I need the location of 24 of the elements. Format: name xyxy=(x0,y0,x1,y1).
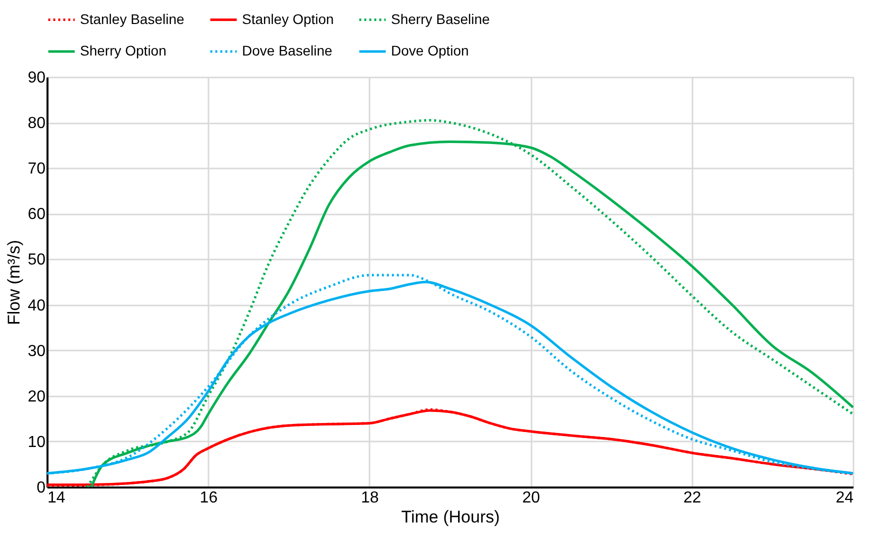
x-tick-label: 16 xyxy=(200,490,218,506)
legend-label: Dove Baseline xyxy=(242,42,332,58)
y-tick-label: 40 xyxy=(28,297,46,314)
y-tick-label: 20 xyxy=(28,388,46,406)
y-tick-label: 70 xyxy=(28,160,46,178)
x-tick-label: 18 xyxy=(361,490,379,506)
y-tick-label: 80 xyxy=(28,115,46,132)
legend-label: Sherry Baseline xyxy=(391,10,490,27)
legend-label: Sherry Option xyxy=(80,42,166,58)
y-tick-label: 50 xyxy=(28,252,46,269)
legend-label: Stanley Baseline xyxy=(80,10,185,27)
x-tick-label: 24 xyxy=(836,490,854,506)
y-axis-title: Flow (m³/s) xyxy=(4,240,24,325)
y-tick-label: 60 xyxy=(28,206,46,224)
y-tick-label: 10 xyxy=(28,434,46,451)
x-axis-title: Time (Hours) xyxy=(401,508,500,526)
y-tick-label: 0 xyxy=(36,480,46,496)
x-tick-label: 22 xyxy=(683,490,702,506)
y-tick-label: 30 xyxy=(28,342,46,360)
y-tick-label: 90 xyxy=(28,70,46,86)
legend-label: Dove Option xyxy=(391,42,469,58)
legend-label: Stanley Option xyxy=(242,10,334,27)
x-tick-label: 14 xyxy=(48,490,66,506)
x-tick-label: 20 xyxy=(522,490,540,506)
